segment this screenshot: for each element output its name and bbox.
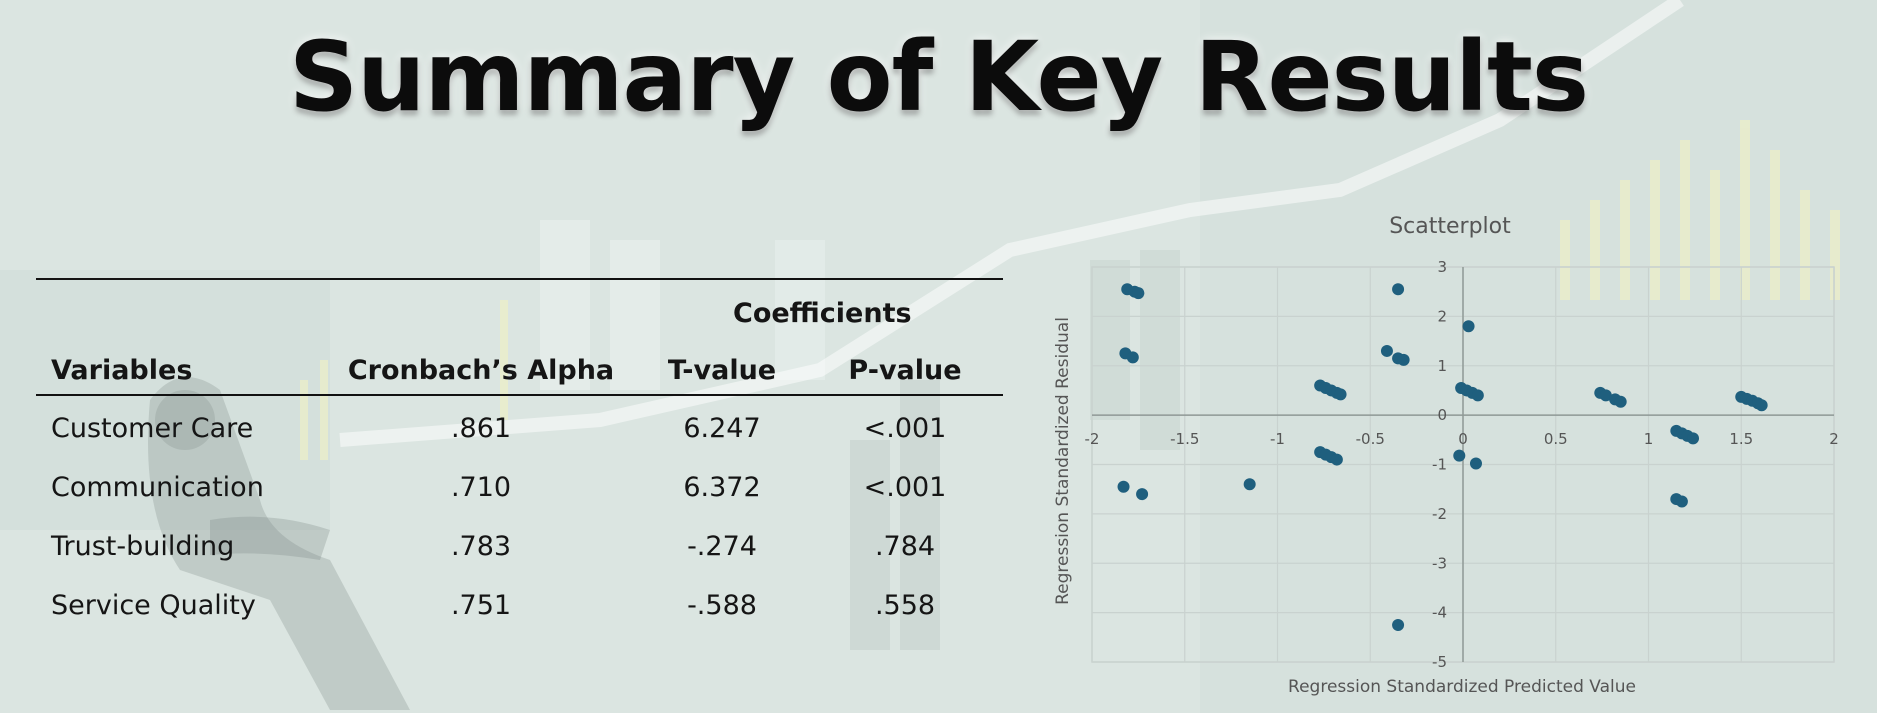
scatter-point xyxy=(1334,388,1347,401)
x-tick-label: 1 xyxy=(1644,430,1654,448)
scatter-point xyxy=(1330,453,1343,466)
row-p-value: <.001 xyxy=(863,472,947,503)
scatter-point xyxy=(1380,344,1393,357)
row-t-value: -.274 xyxy=(687,531,757,562)
header-t-value: T-value xyxy=(667,355,777,386)
x-tick-label: 0.5 xyxy=(1544,430,1568,448)
x-axis-label: Regression Standardized Predicted Value xyxy=(1288,677,1636,697)
scatter-point xyxy=(1392,283,1405,296)
scatter-point xyxy=(1462,320,1475,333)
row-cronbachs-alpha: .861 xyxy=(450,413,512,444)
row-t-value: 6.247 xyxy=(683,413,761,444)
scatter-point xyxy=(1117,480,1130,493)
table-header-rule xyxy=(36,394,1003,396)
row-t-value: -.588 xyxy=(687,590,757,621)
header-p-value: P-value xyxy=(848,355,962,386)
y-tick-label: 0 xyxy=(1437,406,1447,424)
x-tick-label: 2 xyxy=(1829,430,1839,448)
header-cronbachs-alpha: Cronbach’s Alpha xyxy=(347,355,615,386)
row-p-value: .558 xyxy=(874,590,936,621)
x-tick-label: 1.5 xyxy=(1729,430,1753,448)
coefficients-group-header: Coefficients xyxy=(733,298,912,329)
y-tick-label: -2 xyxy=(1432,505,1447,523)
scatterplot-chart: Scatterplot -2 -1.5 -1 -0.5 0 0.5 1 1.5 2 3 2 1 0 -1 -… xyxy=(1036,205,1866,705)
table-top-rule xyxy=(36,278,1003,280)
scatter-point xyxy=(1755,399,1768,412)
row-cronbachs-alpha: .783 xyxy=(450,531,512,562)
y-tick-label: -4 xyxy=(1432,604,1447,622)
slide-title: Summary of Key Results xyxy=(288,21,1589,133)
chart-title: Scatterplot xyxy=(1389,214,1511,239)
row-variable: Communication xyxy=(51,472,264,503)
y-tick-label: -1 xyxy=(1432,456,1447,474)
x-tick-label: 0 xyxy=(1458,430,1468,448)
y-tick-label: 2 xyxy=(1437,307,1447,325)
row-p-value: .784 xyxy=(874,531,936,562)
scatter-point xyxy=(1126,351,1139,364)
header-variables: Variables xyxy=(51,355,193,386)
x-tick-label: -1 xyxy=(1270,430,1285,448)
y-axis-label: Regression Standardized Residual xyxy=(1053,317,1073,605)
x-tick-label: -1.5 xyxy=(1170,430,1199,448)
row-variable: Service Quality xyxy=(51,590,256,621)
scatter-point xyxy=(1132,287,1145,300)
scatter-point xyxy=(1687,432,1700,445)
row-p-value: <.001 xyxy=(863,413,947,444)
y-tick-label: 3 xyxy=(1437,258,1447,276)
y-tick-label: 1 xyxy=(1437,357,1447,375)
row-t-value: 6.372 xyxy=(683,472,761,503)
row-cronbachs-alpha: .751 xyxy=(450,590,512,621)
scatter-point xyxy=(1675,495,1688,508)
x-tick-label: -0.5 xyxy=(1356,430,1385,448)
scatter-point xyxy=(1469,457,1482,470)
scatter-point xyxy=(1243,478,1256,491)
row-cronbachs-alpha: .710 xyxy=(450,472,512,503)
scatter-point xyxy=(1471,389,1484,402)
row-variable: Trust-building xyxy=(51,531,235,562)
results-table: Coefficients Variables Cronbach’s Alpha … xyxy=(36,276,1003,636)
scatter-point xyxy=(1392,618,1405,631)
scatter-point xyxy=(1614,395,1627,408)
scatter-point xyxy=(1397,353,1410,366)
row-variable: Customer Care xyxy=(51,413,254,444)
x-tick-label: -2 xyxy=(1085,430,1100,448)
y-tick-label: -5 xyxy=(1432,653,1447,671)
scatter-point xyxy=(1599,389,1612,402)
scatter-point xyxy=(1453,449,1466,462)
y-tick-label: -3 xyxy=(1432,554,1447,572)
scatter-point xyxy=(1136,488,1149,501)
scatterplot-svg: Scatterplot -2 -1.5 -1 -0.5 0 0.5 1 1.5 2 3 2 1 0 -1 -… xyxy=(1053,214,1839,697)
